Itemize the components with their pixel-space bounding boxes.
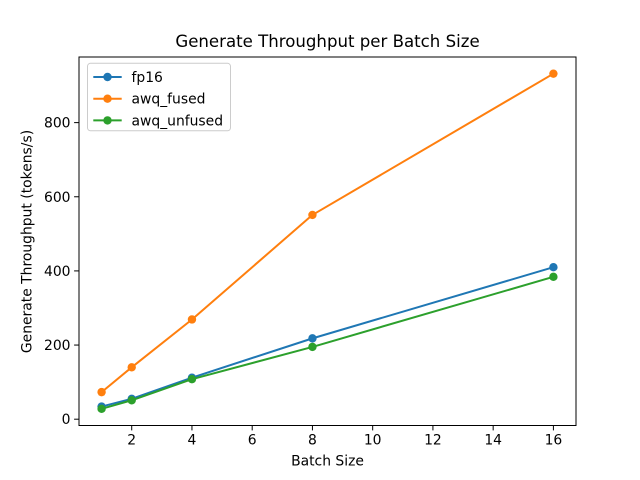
y-tick-label: 600	[44, 190, 71, 206]
y-tick-label: 800	[44, 116, 71, 132]
legend-box	[87, 62, 231, 132]
legend-label-awq_fused: awq_fused	[132, 92, 206, 108]
data-point-awq_fused-bs4	[187, 315, 197, 324]
data-point-awq_unfused-bs16	[549, 272, 558, 282]
legend-marker-awq_fused	[103, 94, 112, 103]
data-point-awq_unfused-bs2	[127, 396, 136, 405]
data-point-awq_unfused-bs8	[308, 342, 317, 352]
x-tick-label: 12	[424, 433, 442, 449]
y-tick-label: 400	[44, 264, 71, 280]
legend-label-fp16: fp16	[132, 70, 163, 86]
series-line-awq_unfused	[100, 275, 555, 410]
x-tick-label: 10	[364, 433, 382, 449]
x-tick-label: 4	[188, 433, 197, 449]
x-tick-label: 16	[545, 433, 563, 449]
y-tick-label: 200	[44, 338, 71, 354]
data-point-awq_fused-bs1	[97, 387, 106, 397]
data-point-fp16-bs16	[549, 263, 558, 272]
y-axis-label: Generate Throughput (tokens/s)	[20, 130, 36, 353]
x-tick-label: 14	[484, 433, 502, 449]
data-point-awq_unfused-bs1	[97, 404, 106, 414]
plot-frame	[78, 56, 577, 426]
legend-label-awq_unfused: awq_unfused	[132, 113, 224, 129]
data-point-fp16-bs8	[308, 334, 317, 343]
data-point-awq_fused-bs16	[549, 69, 558, 78]
y-tick-label: 0	[62, 412, 71, 428]
chart-title: Generate Throughput per Batch Size	[175, 32, 479, 51]
legend-marker-awq_unfused	[103, 116, 112, 125]
x-tick-label: 6	[248, 433, 257, 449]
x-tick-label: 8	[308, 433, 317, 449]
data-point-awq_unfused-bs4	[187, 374, 197, 384]
data-point-awq_fused-bs2	[127, 363, 136, 372]
x-axis-label: Batch Size	[291, 454, 364, 470]
legend-marker-fp16	[103, 72, 112, 82]
data-point-awq_fused-bs8	[308, 210, 317, 220]
x-tick-label: 2	[127, 433, 136, 449]
